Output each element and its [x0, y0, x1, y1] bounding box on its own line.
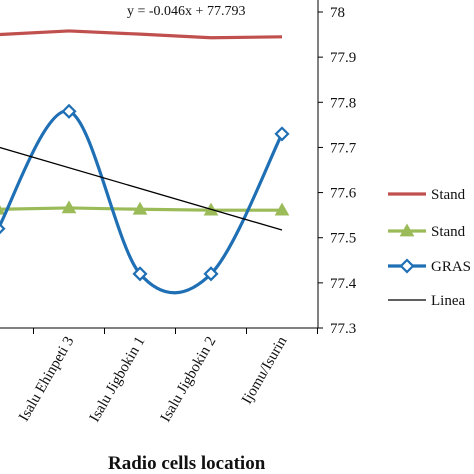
- x-axis: Isalu Ehinpeti 3 Isalu Jigbokin 1 Isalu Ji…: [16, 328, 318, 425]
- legend-item: Stand: [388, 187, 466, 203]
- y-axis: 77.3 77.4 77.5 77.6 77.7 77.8 77.9 78: [318, 5, 357, 337]
- data-point: [203, 266, 219, 282]
- x-axis-title: Radio cells location: [108, 453, 266, 474]
- x-category-label: Isalu Jigbokin 1: [87, 334, 149, 425]
- x-category-label: Isalu Jigbokin 2: [158, 334, 220, 425]
- data-point: [0, 205, 6, 215]
- legend-item: Linea: [388, 293, 465, 309]
- trendline-equation: y = -0.046x + 77.793: [127, 4, 245, 19]
- legend-marker: [399, 258, 415, 274]
- series-group: [0, 29, 290, 295]
- series-line: [0, 29, 283, 40]
- legend-item: Stand: [388, 223, 466, 240]
- legend-label: Stand: [431, 224, 466, 240]
- y-tick-label: 77.4: [330, 276, 357, 292]
- series-stand-red: [0, 29, 283, 40]
- data-point: [274, 202, 290, 216]
- data-point: [61, 200, 77, 214]
- y-tick-label: 77.5: [330, 231, 356, 247]
- data-point: [132, 201, 148, 215]
- data-point: [132, 266, 148, 282]
- y-tick-label: 78: [330, 5, 345, 21]
- legend-label: Linea: [431, 293, 465, 309]
- data-point: [274, 126, 290, 142]
- legend-label: Stand: [431, 187, 466, 203]
- legend-marker: [399, 223, 415, 237]
- y-tick-label: 77.9: [330, 50, 356, 66]
- y-tick-label: 77.8: [330, 95, 356, 111]
- y-tick-label: 77.7: [330, 140, 357, 156]
- series-gras: [0, 103, 290, 295]
- legend: Stand Stand GRAS Linea: [388, 187, 471, 309]
- data-point: [0, 223, 6, 235]
- series-linear-trend: [0, 146, 283, 231]
- legend-label: GRAS: [431, 259, 471, 275]
- trendline: [0, 146, 283, 231]
- x-category-label: Isalu Ehinpeti 3: [16, 334, 77, 424]
- series-line: [0, 109, 284, 295]
- y-tick-label: 77.6: [330, 186, 357, 202]
- data-point: [61, 103, 77, 119]
- y-tick-label: 77.3: [330, 321, 356, 337]
- legend-item: GRAS: [388, 258, 471, 275]
- x-category-label: Ijomu/Isurin: [239, 334, 291, 407]
